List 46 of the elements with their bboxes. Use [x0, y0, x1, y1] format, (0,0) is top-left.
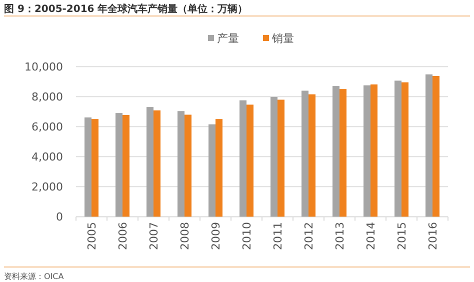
bar: [146, 107, 154, 217]
bar: [116, 113, 122, 217]
bar: [426, 74, 432, 217]
bar: [364, 85, 370, 217]
x-tick-label: 2014: [364, 222, 378, 250]
text: 资料来源：OICA: [4, 272, 64, 281]
x-tick-label: 2007: [148, 222, 160, 250]
x-tick-label: 2009: [210, 222, 222, 250]
bar: [432, 76, 440, 217]
x-tick-label: 2008: [178, 222, 192, 250]
x-tick-label: 2016: [426, 222, 440, 250]
y-tick-label: 10,000: [24, 60, 63, 74]
chart-title: 图 9：2005-2016 年全球汽车产销量（单位：万辆）: [4, 3, 248, 15]
bar: [370, 84, 378, 217]
x-tick-label: 2012: [302, 222, 316, 250]
x-tick-label: 2013: [334, 222, 346, 250]
x-tick-label: 2006: [116, 222, 130, 250]
bar: [208, 124, 216, 217]
bar: [308, 94, 316, 217]
bar: [394, 80, 402, 217]
bar: [216, 119, 222, 217]
y-tick-label: 4,000: [32, 150, 63, 164]
legend-label: 销量: [271, 32, 294, 45]
bar: [178, 111, 184, 217]
y-tick-label: 2,000: [32, 180, 63, 194]
bar: [184, 114, 192, 217]
bar: [246, 104, 254, 217]
bar: [340, 89, 346, 217]
legend-label: 产量: [217, 32, 239, 45]
bar: [278, 100, 284, 217]
bar: [92, 119, 98, 217]
bar: [122, 115, 130, 217]
bar: [84, 117, 92, 217]
bar: [302, 90, 308, 217]
bar: [332, 86, 340, 217]
x-tick-label: 2005: [86, 222, 98, 250]
bar: [240, 100, 246, 217]
bar: [270, 97, 278, 217]
x-tick-label: 2011: [272, 222, 284, 250]
y-tick-label: 6,000: [32, 120, 63, 134]
bar: [402, 82, 408, 217]
x-tick-label: 2010: [240, 222, 254, 250]
x-tick-label: 2015: [396, 222, 408, 250]
bar: [154, 110, 160, 217]
y-tick-label: 0: [56, 210, 63, 224]
y-tick-label: 8,000: [32, 90, 63, 104]
